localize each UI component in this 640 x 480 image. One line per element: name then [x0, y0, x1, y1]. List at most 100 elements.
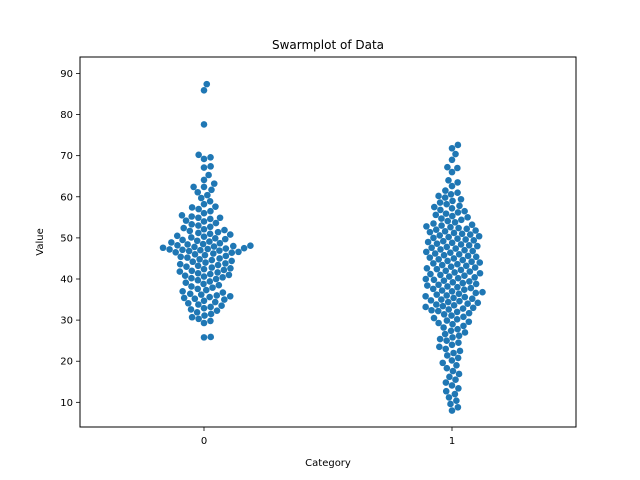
swarm-point — [200, 233, 208, 240]
data-points — [159, 80, 486, 414]
swarm-point — [430, 234, 437, 242]
y-tick-label: 70 — [60, 151, 73, 162]
swarm-point — [204, 191, 211, 199]
swarm-point — [454, 274, 462, 282]
swarm-point — [208, 256, 216, 264]
swarm-point — [436, 343, 443, 351]
swarm-point — [438, 215, 445, 222]
swarm-point — [200, 273, 208, 280]
swarm-point — [464, 214, 471, 221]
swarm-point — [435, 281, 442, 289]
swarm-point — [447, 223, 454, 231]
swarm-point — [422, 275, 430, 283]
swarm-point — [461, 207, 468, 215]
swarm-point — [195, 315, 202, 323]
swarm-point — [436, 199, 444, 206]
swarm-point — [455, 224, 462, 232]
swarm-point — [462, 262, 470, 270]
swarm-point — [452, 150, 459, 158]
swarm-point — [436, 232, 444, 239]
swarm-point — [443, 337, 450, 344]
swarm-point — [222, 252, 230, 260]
swarm-point — [430, 314, 438, 322]
swarm-point — [444, 298, 452, 306]
swarm-point — [430, 260, 437, 267]
swarm-point — [190, 183, 197, 191]
swarm-point — [203, 80, 211, 88]
swarm-point — [194, 276, 202, 284]
swarm-point — [221, 226, 228, 234]
swarm-point — [442, 210, 450, 217]
swarm-point — [195, 151, 202, 159]
swarm-point — [466, 231, 474, 238]
swarm-point — [191, 295, 199, 303]
swarm-point — [200, 297, 208, 305]
swarm-point — [211, 235, 219, 242]
swarm-point — [207, 310, 215, 318]
swarm-point — [247, 242, 254, 249]
swarm-point — [208, 264, 216, 271]
swarm-point — [159, 244, 167, 252]
swarm-point — [427, 297, 435, 304]
swarm-point — [168, 239, 175, 246]
swarm-point — [468, 221, 476, 229]
swarm-point — [441, 228, 449, 235]
swarm-point — [212, 203, 219, 210]
swarm-point — [443, 243, 451, 251]
swarm-point — [424, 238, 432, 246]
swarm-point — [225, 271, 233, 279]
swarm-point — [195, 301, 202, 308]
swarm-point — [195, 229, 202, 237]
swarm-point — [222, 260, 229, 267]
swarm-point — [441, 194, 449, 201]
swarm-point — [460, 322, 467, 330]
swarm-point — [455, 370, 463, 378]
swarm-point — [199, 240, 207, 248]
y-axis: 10 20 30 40 50 60 70 80 90 — [60, 69, 80, 409]
swarm-point — [173, 232, 181, 240]
swarm-point — [461, 246, 468, 254]
swarm-point — [440, 251, 448, 259]
swarm-point — [179, 288, 186, 295]
swarm-point — [221, 296, 228, 303]
swarm-point — [178, 211, 186, 219]
swarm-point — [466, 278, 473, 285]
swarm-point — [439, 359, 447, 367]
swarm-point — [211, 298, 219, 306]
swarm-point — [442, 345, 450, 353]
swarm-point — [200, 155, 208, 163]
swarm-point — [476, 269, 484, 277]
swarm-point — [226, 231, 234, 238]
swarm-point — [455, 251, 463, 258]
swarm-point — [194, 285, 202, 293]
swarm-point — [180, 224, 188, 232]
swarm-point — [433, 301, 440, 308]
swarm-point — [442, 187, 449, 194]
swarm-point — [450, 255, 458, 262]
swarm-point — [435, 255, 442, 263]
swarm-point — [461, 293, 469, 301]
swarm-point — [448, 204, 456, 212]
swarm-point — [454, 164, 461, 172]
swarm-point — [186, 227, 194, 235]
swarm-point — [204, 245, 212, 253]
swarm-point — [472, 289, 480, 297]
swarm-point — [453, 308, 461, 316]
swarm-point — [200, 164, 208, 171]
swarm-point — [200, 334, 208, 341]
swarm-point — [452, 376, 459, 384]
swarm-point — [194, 262, 202, 270]
swarm-point — [465, 309, 473, 317]
swarm-point — [228, 249, 236, 256]
swarm-point — [454, 260, 461, 268]
swarm-point — [447, 263, 455, 270]
swarm-point — [213, 292, 221, 299]
swarm-point — [216, 247, 223, 254]
swarm-point — [423, 223, 430, 230]
swarm-point — [461, 329, 469, 336]
swarm-point — [445, 306, 453, 313]
swarm-point — [195, 222, 202, 229]
swarm-point — [443, 292, 451, 299]
swarm-point — [184, 254, 191, 261]
swarm-point — [228, 257, 235, 265]
